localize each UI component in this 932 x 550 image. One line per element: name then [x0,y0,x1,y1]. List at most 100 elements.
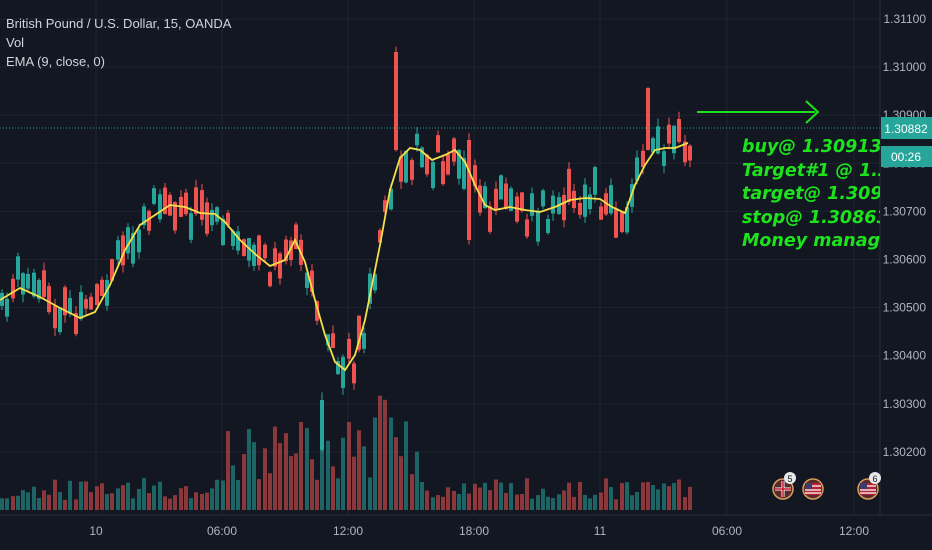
economic-event-usd-icon[interactable] [802,478,824,500]
candle-body [294,224,298,249]
volume-bar [515,494,519,510]
volume-bar [499,482,503,510]
volume-bar [89,492,93,510]
candle-body [457,149,461,179]
svg-text:00:26: 00:26 [891,150,921,164]
volume-bar [536,495,540,510]
price-axis[interactable]: 1.311001.310001.309001.308001.307001.306… [883,12,927,459]
price-tick-label: 1.30500 [883,301,927,315]
candle-body [184,192,188,215]
time-axis[interactable]: 10 06:00 12:00 18:00 11 06:00 12:00 [89,524,869,538]
candlesticks [0,46,692,452]
volume-bar [635,491,639,510]
candle-body [378,230,382,243]
volume-bar [452,490,456,510]
event-badges[interactable]: 5 6 [772,472,881,500]
volume-bar [226,431,230,510]
volume-bar [656,489,660,510]
economic-event-usd-icon-2[interactable]: 6 [857,472,881,500]
time-tick-label: 11 [594,524,607,538]
candle-body [236,231,240,251]
candle-body [47,286,51,313]
candle-body [268,272,272,287]
candle-body [289,240,293,261]
candle-body [252,244,256,266]
volume-bar [504,493,508,510]
volume-bar [494,479,498,510]
volume-bar [420,482,424,510]
volume-bar [58,492,62,510]
trade-annotation[interactable]: buy@ 1.30913 Target#1 @ 1.30 target@ 1.3… [742,136,880,254]
candle-body [231,230,235,246]
candle-body [74,313,78,335]
volume-bar [142,478,146,510]
candle-body [483,186,487,209]
candle-body [341,356,345,388]
note-line-target: target@ 1.30963 [742,184,880,204]
volume-bar [410,474,414,510]
candle-body [110,259,114,281]
volume-bar [263,448,267,510]
ema-label[interactable]: EMA (9, close, 0) [6,54,105,69]
candle-body [63,287,67,316]
candle-body [68,298,72,314]
note-line-stop: stop@ 1.30863 [742,207,880,228]
candle-body [315,301,319,321]
volume-bar [168,498,172,510]
price-tick-label: 1.30200 [883,445,927,459]
candle-body [436,135,440,153]
candle-body [467,140,471,240]
volume-bar [378,395,382,510]
svg-text:6: 6 [872,474,877,484]
candle-body [53,305,57,329]
volume-bar [137,488,141,510]
candle-body [509,188,513,211]
volume-bar [551,498,555,510]
time-tick-label: 12:00 [839,524,869,538]
candle-body [210,209,214,226]
volume-bar [194,492,198,510]
candle-body [205,202,209,234]
candle-body [95,284,99,306]
volume-label[interactable]: Vol [6,35,25,50]
volume-bar [436,494,440,510]
candle-body [137,229,141,253]
volume-bar [247,429,251,510]
candle-body [599,206,603,220]
volume-bar [630,495,634,510]
symbol-title[interactable]: British Pound / U.S. Dollar, 15, OANDA [6,16,232,31]
volume-bar [588,498,592,510]
volume-bar [0,498,4,510]
volume-bar [121,485,125,510]
volume-bar [210,488,214,510]
volume-bar [599,492,603,510]
volume-bar [299,422,303,510]
candle-body [11,278,15,299]
volume-bar [305,427,309,510]
time-tick-label: 12:00 [333,524,363,538]
volume-bar [646,481,650,510]
candle-body [84,299,88,309]
candle-body [583,184,587,217]
candle-body [593,167,597,195]
volume-bar [63,499,67,510]
candle-body [415,133,419,146]
volume-bar [32,486,36,510]
volume-bar [278,443,282,510]
candle-body [441,161,445,185]
candle-body [525,219,529,237]
volume-bar [242,454,246,510]
candle-body [609,185,613,214]
volume-bar [221,480,225,510]
candle-body [142,206,146,226]
price-tick-label: 1.30700 [883,204,927,218]
volume-bar [116,488,120,510]
economic-event-gbp-icon[interactable]: 5 [772,472,796,500]
volume-bar [525,478,529,510]
volume-bar [268,473,272,510]
candle-body [499,175,503,200]
candle-body [352,363,356,384]
volume-bar [110,493,114,510]
volume-bar [11,496,15,510]
